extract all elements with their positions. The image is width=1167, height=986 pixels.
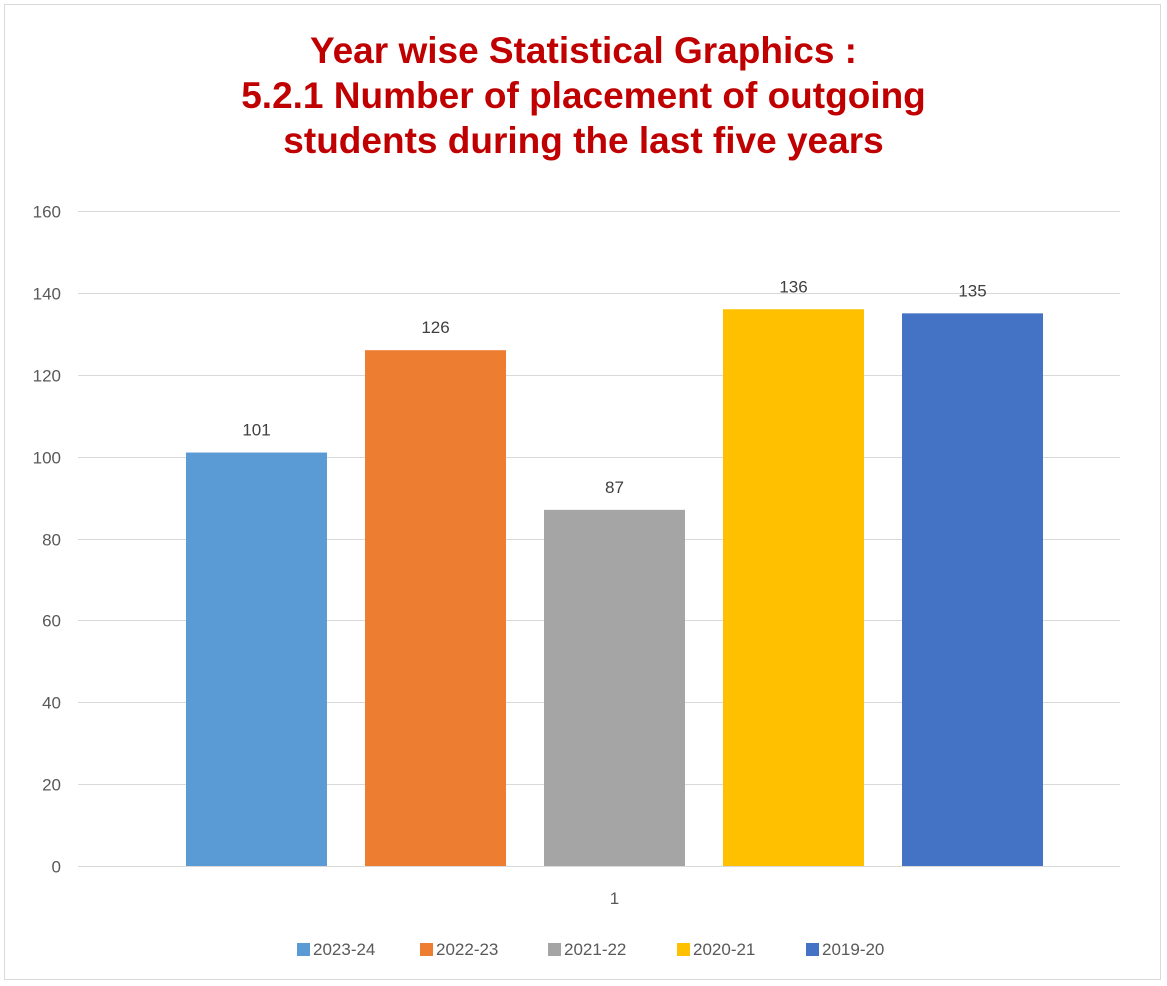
y-tick-label: 0 (52, 858, 61, 877)
legend-swatch (806, 943, 819, 956)
data-labels: 101 126 87 136 135 (242, 277, 986, 497)
y-tick-label: 160 (33, 203, 61, 222)
y-tick-label: 40 (42, 694, 61, 713)
bar-2023-24 (186, 452, 327, 866)
legend-swatch (297, 943, 310, 956)
legend-label: 2020-21 (693, 940, 755, 959)
legend-label: 2019-20 (822, 940, 884, 959)
legend-label: 2023-24 (313, 940, 375, 959)
data-label-2020-21: 136 (779, 277, 807, 296)
x-tick-label: 1 (610, 889, 619, 908)
y-tick-label: 60 (42, 612, 61, 631)
y-axis-tick-labels: 0 20 40 60 80 100 120 140 160 (33, 203, 61, 877)
bar-2022-23 (365, 350, 506, 866)
y-tick-label: 120 (33, 367, 61, 386)
data-label-2019-20: 135 (958, 281, 986, 300)
chart-title-line-1: Year wise Statistical Graphics : (309, 30, 858, 71)
chart-title-line-3: students during the last five years (283, 120, 884, 161)
legend-swatch (677, 943, 690, 956)
chart-title: Year wise Statistical Graphics : 5.2.1 N… (0, 28, 1167, 163)
y-tick-label: 80 (42, 531, 61, 550)
legend-swatch (420, 943, 433, 956)
legend-swatch (548, 943, 561, 956)
data-label-2023-24: 101 (242, 421, 270, 440)
x-axis-tick-labels: 1 (610, 889, 619, 908)
chart-title-line-2: 5.2.1 Number of placement of outgoing (241, 75, 926, 116)
data-label-2022-23: 126 (421, 318, 449, 337)
bar-2020-21 (723, 309, 864, 866)
bar-2019-20 (902, 313, 1043, 866)
legend-item-2021-22: 2021-22 (548, 940, 626, 959)
data-label-2021-22: 87 (605, 478, 624, 497)
y-tick-label: 140 (33, 285, 61, 304)
y-tick-label: 20 (42, 776, 61, 795)
bars (186, 309, 1043, 866)
y-tick-label: 100 (33, 449, 61, 468)
legend-item-2023-24: 2023-24 (297, 940, 375, 959)
legend-label: 2022-23 (436, 940, 498, 959)
legend-item-2019-20: 2019-20 (806, 940, 884, 959)
legend: 2023-24 2022-23 2021-22 2020-21 2019-20 (297, 940, 884, 959)
bar-2021-22 (544, 509, 685, 866)
legend-item-2022-23: 2022-23 (420, 940, 498, 959)
legend-item-2020-21: 2020-21 (677, 940, 755, 959)
legend-label: 2021-22 (564, 940, 626, 959)
